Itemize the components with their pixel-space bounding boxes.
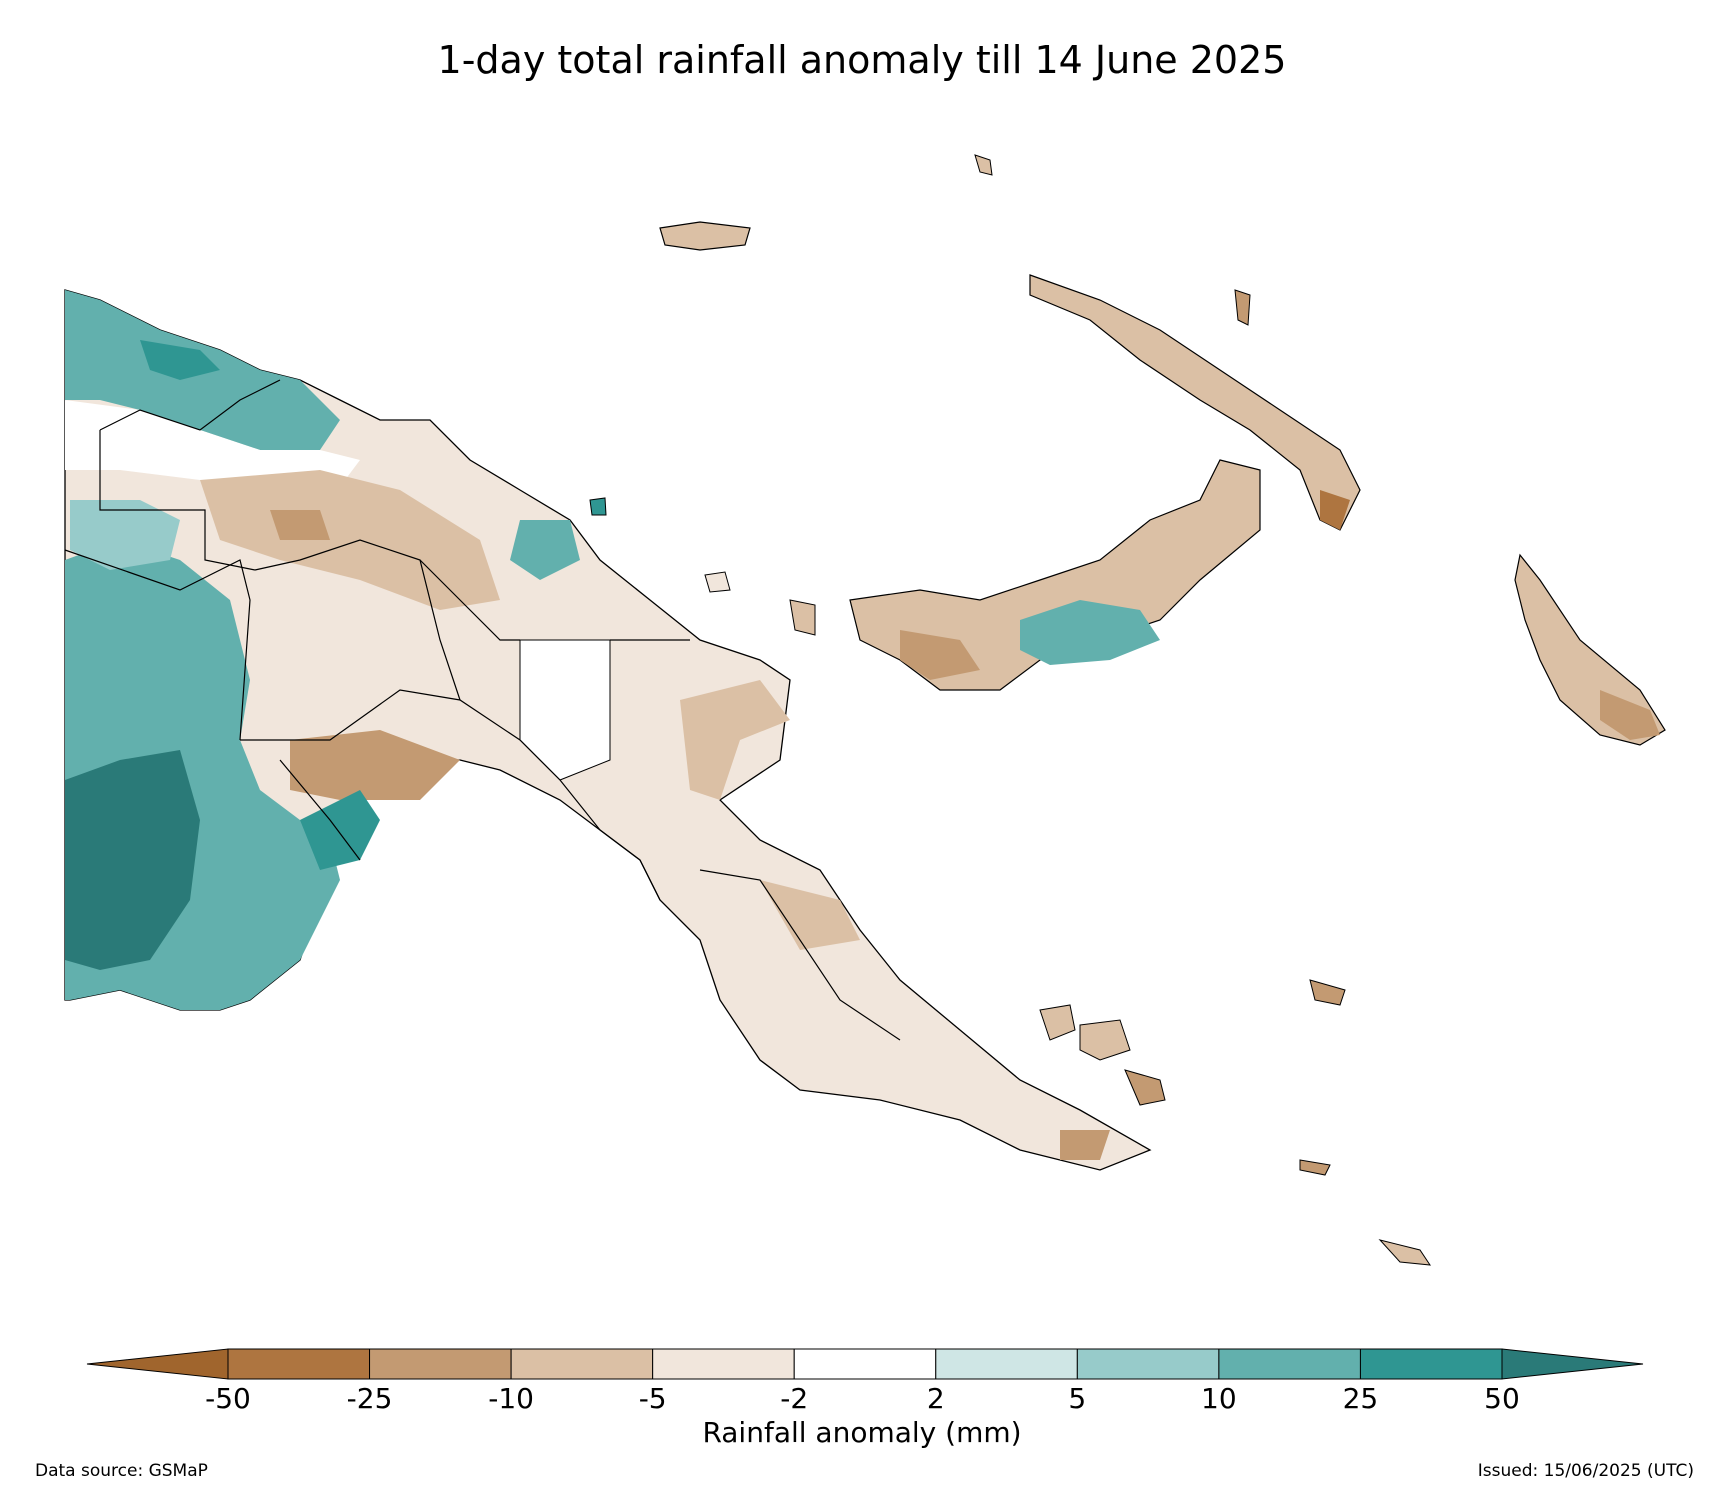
data-source-note: Data source: GSMaP — [35, 1461, 208, 1481]
gulf-wet-zone — [300, 790, 380, 870]
issued-date-note: Issued: 15/06/2025 (UTC) — [1477, 1461, 1694, 1481]
western-very-wet-zone — [65, 750, 200, 970]
colorbar-tick-label: -10 — [488, 1382, 534, 1415]
colorbar-bin — [935, 1348, 1078, 1380]
colorbar-tick-label: -50 — [205, 1382, 251, 1415]
bougainville — [1514, 553, 1666, 746]
colorbar-tick-label: 2 — [926, 1382, 945, 1415]
colorbar-tick-label: 10 — [1201, 1382, 1237, 1415]
bougainville-dry-core — [1600, 690, 1660, 740]
new-britain-dry-core — [900, 630, 980, 680]
colorbar-bin — [652, 1348, 795, 1380]
highlands-dry-zone — [200, 470, 500, 610]
highlands-dry-core — [270, 510, 330, 540]
colorbar-tick-label: -25 — [346, 1382, 393, 1415]
new-britain-wet-zone — [1020, 600, 1160, 665]
colorbar-bin — [793, 1348, 937, 1380]
normanby-island — [1124, 1069, 1166, 1106]
southeast-dry-patch — [1060, 1130, 1110, 1160]
colorbar-label: Rainfall anomaly (mm) — [702, 1416, 1022, 1449]
colorbar-bin — [1218, 1348, 1361, 1380]
lihir-island — [1234, 289, 1251, 326]
province-borders — [64, 379, 901, 1041]
colorbar-bin — [510, 1348, 654, 1380]
goodenough-island — [1039, 1004, 1076, 1041]
north-coast-wet-patch — [510, 520, 580, 580]
colorbar-tick-label: 5 — [1068, 1382, 1087, 1415]
colorbar-bin — [369, 1348, 512, 1380]
colorbar-bins — [86, 1348, 1644, 1380]
colorbar-bin — [227, 1348, 371, 1380]
manus-island — [659, 221, 751, 251]
colorbar-extend-low — [86, 1348, 229, 1380]
morobe-dry-zone — [680, 680, 790, 800]
colorbar-tick-label: 25 — [1342, 1382, 1379, 1415]
colorbar-tick-label: 50 — [1484, 1382, 1520, 1415]
colorbar-tick-label: -5 — [638, 1382, 667, 1415]
rainfall-map — [64, 154, 1666, 1266]
umboi-island — [704, 571, 731, 593]
papuan-peninsula-dry — [760, 880, 860, 950]
northwest-core-zone — [140, 340, 220, 380]
karkar-island — [789, 599, 816, 636]
new-britain — [849, 459, 1261, 691]
colorbar-tick-label: -2 — [780, 1382, 809, 1415]
woodlark-island — [1309, 979, 1346, 1006]
west-wet-patch — [70, 500, 180, 570]
map-title: 1-day total rainfall anomaly till 14 Jun… — [437, 38, 1287, 82]
new-ireland-south-dry — [1320, 490, 1350, 530]
south-dry-zone — [290, 730, 460, 800]
colorbar-bin — [1076, 1348, 1220, 1380]
fergusson-island — [1079, 1019, 1131, 1061]
central-neutral-zone — [519, 639, 611, 781]
schouten-island — [589, 497, 607, 516]
colorbar-bin — [1359, 1348, 1503, 1380]
colorbar-extend-high — [1501, 1348, 1644, 1380]
mussau-island — [974, 154, 993, 176]
rossel-island — [1378, 1239, 1432, 1266]
sudest-island — [1299, 1159, 1331, 1176]
